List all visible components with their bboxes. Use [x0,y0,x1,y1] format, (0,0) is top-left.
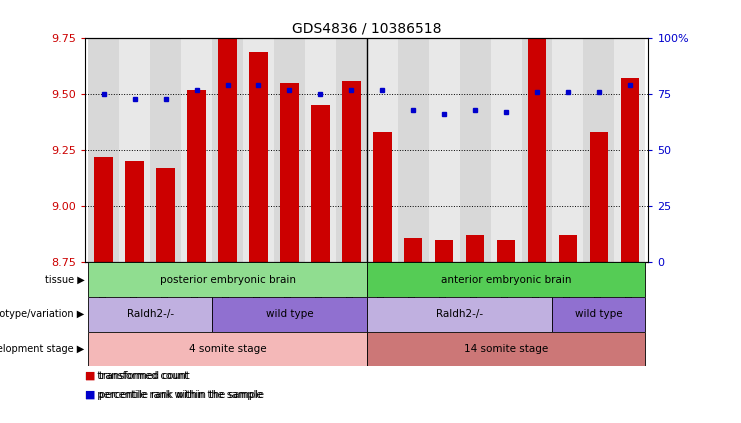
Text: development stage ▶: development stage ▶ [0,344,84,354]
Bar [496,240,515,262]
Bar [187,90,206,262]
Bar [88,262,367,297]
Bar [367,332,645,366]
Bar [156,168,175,262]
Text: ■: ■ [85,390,96,400]
Bar [459,38,491,262]
Bar [88,297,212,332]
Bar [367,38,398,262]
Bar [342,81,361,262]
Bar [367,262,645,297]
Text: wild type: wild type [575,309,622,319]
Text: transformed count: transformed count [99,371,189,381]
Title: GDS4836 / 10386518: GDS4836 / 10386518 [292,22,442,36]
Bar [88,38,119,262]
Bar [88,332,367,366]
Text: ■ transformed count: ■ transformed count [85,371,188,381]
Bar [95,157,113,262]
Bar [404,238,422,262]
Bar [583,38,614,262]
Text: ■: ■ [85,371,96,381]
Bar [435,240,453,262]
Bar [398,38,429,262]
Bar [429,38,459,262]
Bar [336,38,367,262]
Text: 4 somite stage: 4 somite stage [189,344,266,354]
Bar [491,38,522,262]
Bar [620,78,639,262]
Bar [553,297,645,332]
Text: Raldh2-/-: Raldh2-/- [436,309,483,319]
Bar [466,235,485,262]
Text: Raldh2-/-: Raldh2-/- [127,309,173,319]
Bar [181,38,212,262]
Bar [311,105,330,262]
Bar [243,38,274,262]
Bar [212,297,367,332]
Bar [367,297,553,332]
Text: genotype/variation ▶: genotype/variation ▶ [0,309,84,319]
Text: tissue ▶: tissue ▶ [45,275,84,285]
Text: ■ percentile rank within the sample: ■ percentile rank within the sample [85,390,262,400]
Bar [249,52,268,262]
Text: percentile rank within the sample: percentile rank within the sample [99,390,264,400]
Text: wild type: wild type [265,309,313,319]
Text: anterior embryonic brain: anterior embryonic brain [441,275,571,285]
Bar [305,38,336,262]
Bar [219,38,237,262]
Bar [522,38,553,262]
Bar [274,38,305,262]
Bar [559,235,577,262]
Bar [590,132,608,262]
Bar [119,38,150,262]
Bar [528,38,546,262]
Bar [150,38,181,262]
Text: 14 somite stage: 14 somite stage [464,344,548,354]
Bar [553,38,583,262]
Bar [125,162,144,262]
Bar [373,132,391,262]
Bar [212,38,243,262]
Bar [614,38,645,262]
Bar [280,83,299,262]
Text: posterior embryonic brain: posterior embryonic brain [159,275,296,285]
